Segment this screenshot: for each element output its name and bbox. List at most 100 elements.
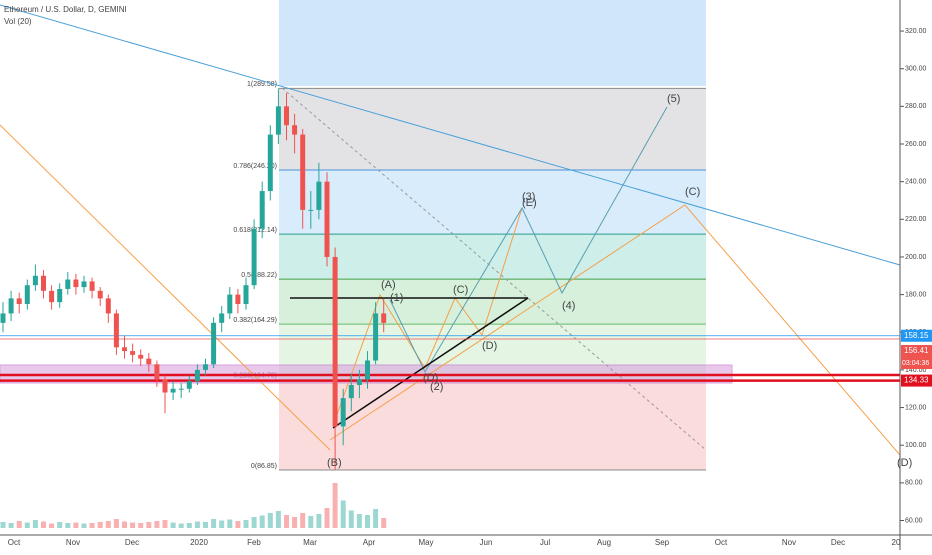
y-tick-label: 140.00 [905, 367, 927, 374]
volume-bar [292, 517, 298, 528]
y-tick-label: 180.00 [905, 291, 927, 298]
y-tick-label: 60.00 [905, 517, 923, 524]
candle-body [365, 360, 370, 380]
volume-bar [113, 519, 119, 528]
volume-bar [308, 516, 314, 528]
wave-label: (D) [482, 340, 497, 352]
y-tick-label: 200.00 [905, 254, 927, 261]
candle-body [267, 134, 273, 192]
volume-bar [227, 519, 233, 528]
volume-bar [316, 514, 322, 528]
wave-label: (A) [381, 279, 396, 291]
x-tick-label: Jun [480, 538, 493, 547]
fib-label: 0.786(246.20) [233, 163, 277, 170]
x-tick-label: Feb [247, 538, 261, 547]
y-tick-label: 80.00 [905, 480, 923, 487]
volume-bar [219, 520, 225, 528]
volume-bar [24, 522, 30, 528]
volume-bar [267, 513, 273, 528]
fib-label: 0.382(164.29) [233, 317, 277, 324]
candle-body [211, 322, 217, 365]
price-tag-label: 156.41 [904, 346, 929, 355]
volume-bar [162, 520, 168, 528]
wave-label: (E) [522, 197, 537, 209]
volume-bar [57, 522, 63, 528]
volume-bar [235, 521, 241, 528]
wave-label: (1) [390, 292, 403, 304]
y-tick-label: 100.00 [905, 442, 927, 449]
candle-body [49, 290, 55, 303]
candle-body [186, 381, 192, 389]
volume-bar [8, 523, 14, 528]
volume-bar [381, 518, 387, 528]
volume-bar [251, 517, 257, 528]
candle-body [24, 285, 30, 305]
candle-body [89, 281, 95, 291]
fib-label: 0.5(188.22) [241, 272, 277, 279]
volume-bar [373, 509, 379, 528]
fib-zone [279, 88, 706, 170]
volume-bar [130, 522, 136, 528]
candle-body [57, 288, 63, 303]
y-tick-label: 280.00 [905, 103, 927, 110]
price-tag-label: 158.15 [904, 331, 929, 340]
candle-body [373, 313, 379, 361]
candle-body [203, 364, 208, 370]
candle-body [0, 313, 6, 323]
x-tick-label: Oct [8, 538, 21, 547]
candle-body [81, 281, 87, 288]
indicator-label: Vol (20) [4, 17, 32, 26]
volume-bar [138, 523, 144, 528]
fib-zone [279, 169, 706, 235]
trend-line [0, 124, 331, 451]
volume-bar [332, 483, 338, 528]
wave-line [389, 106, 668, 374]
volume-bar [97, 522, 103, 528]
volume-bar [32, 520, 38, 528]
candle-body [259, 191, 265, 229]
candle-body [130, 351, 136, 355]
candle-body [340, 398, 346, 427]
candle-body [113, 313, 119, 348]
candle-body [162, 379, 168, 393]
volume-bar [340, 500, 346, 528]
wave-label: (B) [327, 457, 342, 469]
wave-label: (D) [897, 457, 912, 469]
volume-bar [243, 520, 249, 528]
volume-bar [194, 521, 200, 528]
x-tick-label: Nov [66, 538, 80, 547]
candle-body [219, 313, 225, 323]
wave-label: (5) [667, 93, 680, 105]
volume-bar [65, 523, 71, 528]
volume-bar [73, 522, 79, 528]
y-tick-label: 220.00 [905, 216, 927, 223]
diagonal [281, 87, 707, 451]
volume-bar [275, 511, 281, 528]
candle-body [381, 313, 387, 323]
volume-bar [348, 510, 354, 528]
candle-body [97, 290, 103, 299]
candle-body [227, 294, 233, 314]
candle-body [178, 388, 184, 390]
volume-bar [203, 522, 208, 528]
price-axis [900, 0, 932, 550]
volume-bar [0, 522, 6, 528]
candle-body [105, 298, 111, 314]
volume-bar [170, 522, 176, 528]
candle-body [122, 347, 127, 352]
candle-body [16, 298, 22, 305]
candle-body [251, 228, 257, 286]
volume-bar [154, 521, 160, 528]
candle-body [138, 354, 144, 359]
x-tick-label: 2020 [190, 538, 208, 547]
x-tick-label: Mar [303, 538, 317, 547]
x-tick-label: May [418, 538, 433, 547]
wave-label: (C) [685, 186, 700, 198]
volume-bar [146, 522, 152, 528]
x-tick-label: Jul [540, 538, 550, 547]
countdown-tag [901, 357, 932, 370]
candle-body [73, 279, 79, 288]
volume-bar [16, 521, 22, 528]
candle-body [292, 125, 298, 135]
